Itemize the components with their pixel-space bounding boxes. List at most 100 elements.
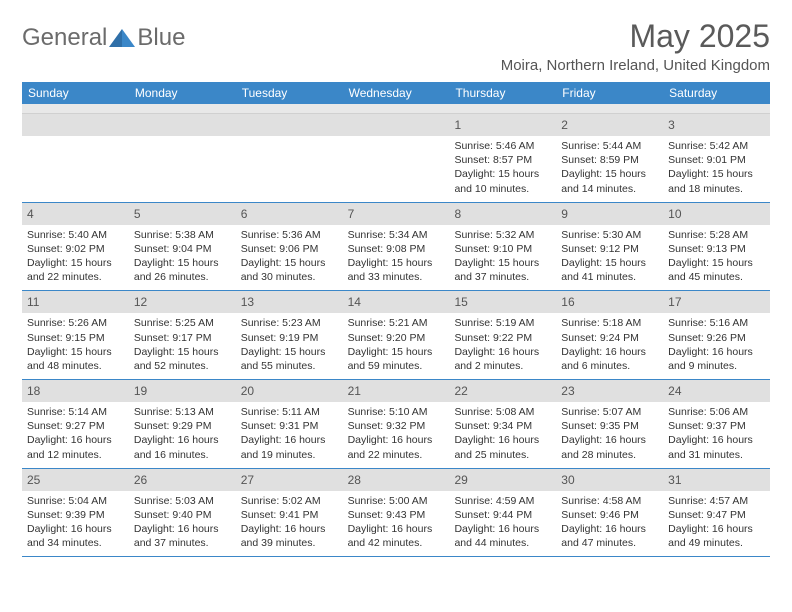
- day-number-strip: 24: [663, 380, 770, 402]
- title-block: May 2025 Moira, Northern Ireland, United…: [501, 18, 770, 74]
- day-info: Sunrise: 5:42 AMSunset: 9:01 PMDaylight:…: [668, 139, 765, 196]
- day-info: Sunrise: 5:19 AMSunset: 9:22 PMDaylight:…: [454, 316, 551, 373]
- calendar-week: ....1Sunrise: 5:46 AMSunset: 8:57 PMDayl…: [22, 114, 770, 203]
- weeks-container: ....1Sunrise: 5:46 AMSunset: 8:57 PMDayl…: [22, 114, 770, 557]
- day-info: Sunrise: 5:26 AMSunset: 9:15 PMDaylight:…: [27, 316, 124, 373]
- day-number-strip: 25: [22, 469, 129, 491]
- weekday-label: Sunday: [22, 82, 129, 104]
- calendar-day: 20Sunrise: 5:11 AMSunset: 9:31 PMDayligh…: [236, 380, 343, 468]
- calendar-day: 19 Sunrise: 5:13 AMSunset: 9:29 PMDayligh…: [129, 380, 236, 468]
- day-number-strip: 2: [556, 114, 663, 136]
- day-info: Sunrise: 5:40 AMSunset: 9:02 PMDaylight:…: [27, 228, 124, 285]
- day-number: 20: [241, 384, 254, 398]
- calendar-day: 27 Sunrise: 5:02 AMSunset: 9:41 PMDayligh…: [236, 469, 343, 557]
- day-number-strip: 8: [449, 203, 556, 225]
- calendar-day: 1Sunrise: 5:46 AMSunset: 8:57 PMDaylight…: [449, 114, 556, 202]
- day-number: 28: [348, 473, 361, 487]
- day-number: 19: [134, 384, 147, 398]
- brand-logo: General Blue: [22, 18, 185, 52]
- day-number-strip: 6: [236, 203, 343, 225]
- day-number: 31: [668, 473, 681, 487]
- day-number: 5: [134, 207, 141, 221]
- day-info: Sunrise: 5:14 AMSunset: 9:27 PMDaylight:…: [27, 405, 124, 462]
- calendar-week: 25 Sunrise: 5:04 AMSunset: 9:39 PMDayligh…: [22, 469, 770, 558]
- day-number: 25: [27, 473, 40, 487]
- subheader-strip: [22, 104, 770, 114]
- day-info: Sunrise: 5:13 AMSunset: 9:29 PMDaylight:…: [134, 405, 231, 462]
- day-info: Sunrise: 5:44 AMSunset: 8:59 PMDaylight:…: [561, 139, 658, 196]
- day-number: 23: [561, 384, 574, 398]
- day-number: 9: [561, 207, 568, 221]
- weekday-label: Saturday: [663, 82, 770, 104]
- day-number-strip: 10: [663, 203, 770, 225]
- calendar-day: 18 Sunrise: 5:14 AMSunset: 9:27 PMDayligh…: [22, 380, 129, 468]
- brand-mark-icon: [109, 25, 135, 52]
- day-number: 21: [348, 384, 361, 398]
- day-info: Sunrise: 5:25 AMSunset: 9:17 PMDaylight:…: [134, 316, 231, 373]
- day-number-strip: 14: [343, 291, 450, 313]
- weekday-label: Monday: [129, 82, 236, 104]
- day-number-strip: 22: [449, 380, 556, 402]
- day-info: Sunrise: 5:10 AMSunset: 9:32 PMDaylight:…: [348, 405, 445, 462]
- calendar-day: 25 Sunrise: 5:04 AMSunset: 9:39 PMDayligh…: [22, 469, 129, 557]
- day-number-strip: .: [129, 114, 236, 136]
- calendar-day: 5 Sunrise: 5:38 AMSunset: 9:04 PMDaylight…: [129, 203, 236, 291]
- day-number-strip: 23: [556, 380, 663, 402]
- day-number: 10: [668, 207, 681, 221]
- day-number: 27: [241, 473, 254, 487]
- day-info: Sunrise: 5:04 AMSunset: 9:39 PMDaylight:…: [27, 494, 124, 551]
- day-number-strip: 13: [236, 291, 343, 313]
- page-title: May 2025: [501, 18, 770, 55]
- day-number-strip: .: [236, 114, 343, 136]
- day-number: 12: [134, 295, 147, 309]
- day-number-strip: 5: [129, 203, 236, 225]
- weekday-label: Friday: [556, 82, 663, 104]
- calendar-day: 22 Sunrise: 5:08 AMSunset: 9:34 PMDayligh…: [449, 380, 556, 468]
- day-info: Sunrise: 5:18 AMSunset: 9:24 PMDaylight:…: [561, 316, 658, 373]
- day-number: 17: [668, 295, 681, 309]
- day-info: Sunrise: 5:46 AMSunset: 8:57 PMDaylight:…: [454, 139, 551, 196]
- day-number-strip: .: [343, 114, 450, 136]
- calendar-day: 9 Sunrise: 5:30 AMSunset: 9:12 PMDaylight…: [556, 203, 663, 291]
- calendar-day: 31Sunrise: 4:57 AMSunset: 9:47 PMDayligh…: [663, 469, 770, 557]
- day-number-strip: 15: [449, 291, 556, 313]
- day-info: Sunrise: 5:36 AMSunset: 9:06 PMDaylight:…: [241, 228, 338, 285]
- day-info: Sunrise: 5:02 AMSunset: 9:41 PMDaylight:…: [241, 494, 338, 551]
- day-info: Sunrise: 5:06 AMSunset: 9:37 PMDaylight:…: [668, 405, 765, 462]
- day-number-strip: 20: [236, 380, 343, 402]
- day-number: 14: [348, 295, 361, 309]
- day-info: Sunrise: 5:34 AMSunset: 9:08 PMDaylight:…: [348, 228, 445, 285]
- calendar-day: 16 Sunrise: 5:18 AMSunset: 9:24 PMDayligh…: [556, 291, 663, 379]
- calendar-day: 26Sunrise: 5:03 AMSunset: 9:40 PMDayligh…: [129, 469, 236, 557]
- calendar-day: 29Sunrise: 4:59 AMSunset: 9:44 PMDayligh…: [449, 469, 556, 557]
- day-number: 30: [561, 473, 574, 487]
- day-number-strip: 21: [343, 380, 450, 402]
- calendar-day: 14 Sunrise: 5:21 AMSunset: 9:20 PMDayligh…: [343, 291, 450, 379]
- day-number-strip: 27: [236, 469, 343, 491]
- calendar-day: 30Sunrise: 4:58 AMSunset: 9:46 PMDayligh…: [556, 469, 663, 557]
- calendar-week: 4Sunrise: 5:40 AMSunset: 9:02 PMDaylight…: [22, 203, 770, 292]
- day-info: Sunrise: 5:30 AMSunset: 9:12 PMDaylight:…: [561, 228, 658, 285]
- calendar-day: 11Sunrise: 5:26 AMSunset: 9:15 PMDayligh…: [22, 291, 129, 379]
- calendar-day: 13Sunrise: 5:23 AMSunset: 9:19 PMDayligh…: [236, 291, 343, 379]
- day-info: Sunrise: 5:21 AMSunset: 9:20 PMDaylight:…: [348, 316, 445, 373]
- day-number: 13: [241, 295, 254, 309]
- day-number: 3: [668, 118, 675, 132]
- calendar-day: .: [236, 114, 343, 202]
- day-number-strip: 29: [449, 469, 556, 491]
- calendar-day: 4Sunrise: 5:40 AMSunset: 9:02 PMDaylight…: [22, 203, 129, 291]
- location-text: Moira, Northern Ireland, United Kingdom: [501, 57, 770, 74]
- day-number-strip: 7: [343, 203, 450, 225]
- day-info: Sunrise: 5:03 AMSunset: 9:40 PMDaylight:…: [134, 494, 231, 551]
- weekday-label: Thursday: [449, 82, 556, 104]
- calendar-week: 11Sunrise: 5:26 AMSunset: 9:15 PMDayligh…: [22, 291, 770, 380]
- day-number-strip: 18: [22, 380, 129, 402]
- day-number-strip: 31: [663, 469, 770, 491]
- day-info: Sunrise: 5:38 AMSunset: 9:04 PMDaylight:…: [134, 228, 231, 285]
- day-info: Sunrise: 5:16 AMSunset: 9:26 PMDaylight:…: [668, 316, 765, 373]
- day-number: 16: [561, 295, 574, 309]
- calendar-day: .: [22, 114, 129, 202]
- day-info: Sunrise: 5:08 AMSunset: 9:34 PMDaylight:…: [454, 405, 551, 462]
- brand-name-2: Blue: [137, 24, 185, 52]
- day-number: 6: [241, 207, 248, 221]
